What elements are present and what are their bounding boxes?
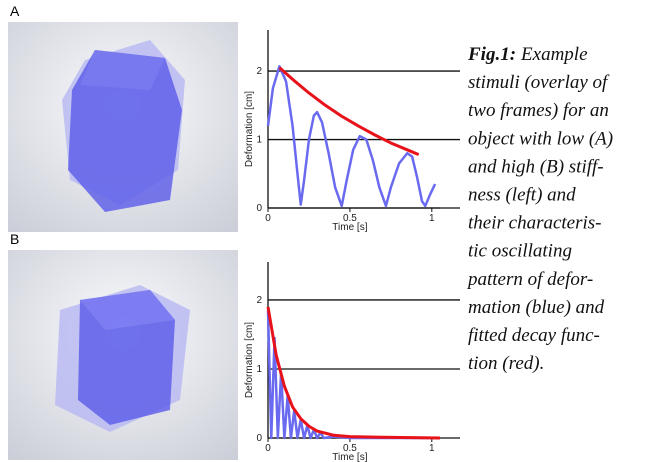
caption-line: stimuli (overlay of — [468, 72, 610, 93]
caption-line: tion (red). — [468, 353, 544, 374]
caption-label: Fig.1: — [467, 44, 516, 65]
x-tick-label: 1 — [429, 213, 435, 224]
y-tick-label: 2 — [256, 295, 262, 306]
stimulus-image-a — [8, 22, 238, 232]
caption-line: ness (left) and — [468, 185, 576, 206]
y-tick-label: 2 — [256, 66, 262, 77]
stimulus-image-b — [8, 250, 238, 460]
y-axis-label: Deformation [cm] — [244, 322, 255, 398]
caption-line: object with low (A) — [468, 128, 613, 149]
series-line — [268, 66, 435, 206]
x-axis-label: Time [s] — [332, 222, 367, 233]
caption-text: Example — [520, 44, 587, 65]
panel-label: A — [10, 3, 20, 19]
x-tick-label: 0 — [265, 213, 271, 224]
y-tick-label: 1 — [256, 135, 262, 146]
caption-line: their characteris- — [468, 213, 602, 234]
series-line — [279, 68, 418, 155]
y-tick-label: 0 — [256, 203, 262, 214]
caption-line: mation (blue) and — [468, 297, 605, 318]
caption-line: fitted decay func- — [468, 325, 600, 346]
caption-line: two frames) for an — [468, 100, 609, 121]
x-tick-label: 1 — [429, 443, 435, 454]
series-line — [268, 310, 440, 438]
x-axis-label: Time [s] — [332, 452, 367, 462]
y-axis-label: Deformation [cm] — [244, 91, 255, 167]
caption-line: Fig.1:Example — [467, 44, 588, 65]
caption-line: and high (B) stiff- — [468, 156, 604, 177]
y-tick-label: 0 — [256, 433, 262, 444]
caption-line: tic oscillating — [468, 241, 572, 262]
panel-label: B — [10, 231, 19, 247]
caption-line: pattern of defor- — [466, 269, 593, 290]
y-tick-label: 1 — [256, 364, 262, 375]
x-tick-label: 0 — [265, 443, 271, 454]
figure: A B 01200.51Time [s]Deformation [cm]0120… — [0, 0, 670, 462]
